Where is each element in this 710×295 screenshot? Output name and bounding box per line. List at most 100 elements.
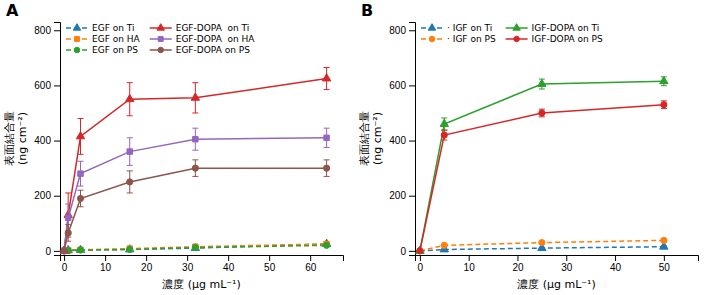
tick-mark [310, 255, 311, 261]
legend-item: EGF-DOPA on PS [150, 45, 250, 55]
legend-marker [429, 36, 435, 42]
tick-label: 600 [389, 80, 406, 91]
legend-label: EGF-DOPA on PS [176, 45, 250, 55]
x-axis-title: 濃度 (μg mL⁻¹) [162, 278, 241, 291]
legend-label: EGF on Ti [92, 23, 135, 33]
tick-mark [409, 251, 415, 252]
line [64, 244, 326, 251]
legend-item: EGF on HA [66, 34, 141, 44]
title: B [361, 1, 373, 20]
marker [324, 165, 330, 171]
tick-label: 10 [464, 262, 476, 273]
plot-area [60, 67, 331, 253]
chart: 01020304050600200400600800濃度 (μg mL⁻¹)表面… [0, 0, 710, 295]
error-bar [441, 130, 447, 140]
marker [61, 248, 66, 253]
marker [127, 149, 132, 154]
legend-marker [158, 37, 163, 42]
marker [660, 76, 668, 83]
legend: · IGF on Ti· IGF on PSIGF-DOPA on TiIGF-… [421, 23, 603, 44]
line [64, 168, 326, 251]
tick-mark [664, 255, 665, 261]
tick-mark [54, 251, 60, 252]
series [60, 67, 331, 253]
panel: 01020304050600200400600800濃度 (μg mL⁻¹)表面… [3, 1, 344, 291]
tick: 200 [34, 190, 60, 201]
axis-line [61, 256, 344, 262]
x-axis: 0102030405060 [61, 255, 344, 273]
marker [65, 215, 70, 220]
marker [538, 79, 546, 86]
tick-mark [615, 255, 616, 261]
legend-item: EGF on PS [66, 45, 138, 55]
marker [65, 230, 71, 236]
marker [193, 136, 198, 141]
tick-label: 50 [659, 262, 671, 273]
line [64, 138, 326, 251]
legend-item: · IGF on Ti [421, 23, 492, 33]
error-bar [65, 225, 71, 242]
tick-mark [146, 255, 147, 261]
legend-item: IGF-DOPA on Ti [506, 23, 600, 33]
tick-label: 800 [389, 25, 406, 36]
tick: 50 [264, 255, 276, 273]
panel: 010203040500200400600800濃度 (μg mL⁻¹)表面結合… [358, 1, 699, 291]
tick-label: 0 [400, 246, 406, 257]
marker [126, 94, 134, 101]
marker [76, 245, 84, 252]
tick-label: 30 [182, 262, 194, 273]
legend-label: EGF-DOPA on HA [176, 34, 256, 44]
tick: 200 [389, 190, 415, 201]
marker [126, 245, 134, 252]
marker [191, 93, 199, 100]
legend-item: EGF-DOPA on Ti [150, 23, 250, 33]
legend-label: IGF-DOPA on Ti [532, 23, 600, 33]
legend-marker [75, 37, 80, 42]
marker [77, 195, 83, 201]
error-bar [661, 101, 667, 109]
x-axis: 0 10 20 30 40 50 [416, 255, 699, 273]
tick-mark [409, 141, 415, 142]
legend-item: IGF-DOPA on PS [506, 34, 603, 44]
marker [322, 74, 330, 81]
marker [61, 248, 67, 254]
marker [324, 135, 329, 140]
series [60, 239, 331, 253]
x-axis-title: 濃度 (μg mL⁻¹) [517, 278, 596, 291]
tick-label: 0 [62, 262, 68, 273]
line [420, 105, 664, 251]
tick-mark [228, 255, 229, 261]
error-bar [127, 138, 133, 166]
series [417, 101, 667, 254]
error-bar [78, 161, 84, 186]
marker [191, 243, 199, 250]
legend: EGF on TiEGF on HAEGF on PS EGF-DOPA on T… [66, 23, 255, 55]
tick: 30 [182, 255, 194, 273]
tick-label: 30 [561, 262, 573, 273]
tick-label: 20 [512, 262, 524, 273]
tick-mark [187, 255, 188, 261]
tick: 20 [512, 255, 524, 273]
tick-label: 60 [305, 262, 317, 273]
line [64, 245, 326, 251]
tick: 800 [34, 25, 60, 36]
legend-label: · IGF on Ti [447, 23, 492, 33]
tick-mark [469, 255, 470, 261]
tick-mark [54, 141, 60, 142]
marker [127, 179, 133, 185]
tick: 40 [223, 255, 235, 273]
marker [539, 110, 545, 116]
title: A [6, 1, 19, 20]
tick-label: 40 [610, 262, 622, 273]
axis-line [54, 23, 61, 256]
tick-label: 40 [223, 262, 235, 273]
tick: 40 [610, 255, 622, 273]
axis-line [409, 23, 416, 256]
series [61, 160, 330, 254]
series [61, 241, 329, 253]
line [420, 81, 664, 251]
legend-marker [157, 24, 164, 30]
tick-label: 0 [418, 262, 424, 273]
marker [661, 237, 667, 243]
line [64, 244, 326, 251]
